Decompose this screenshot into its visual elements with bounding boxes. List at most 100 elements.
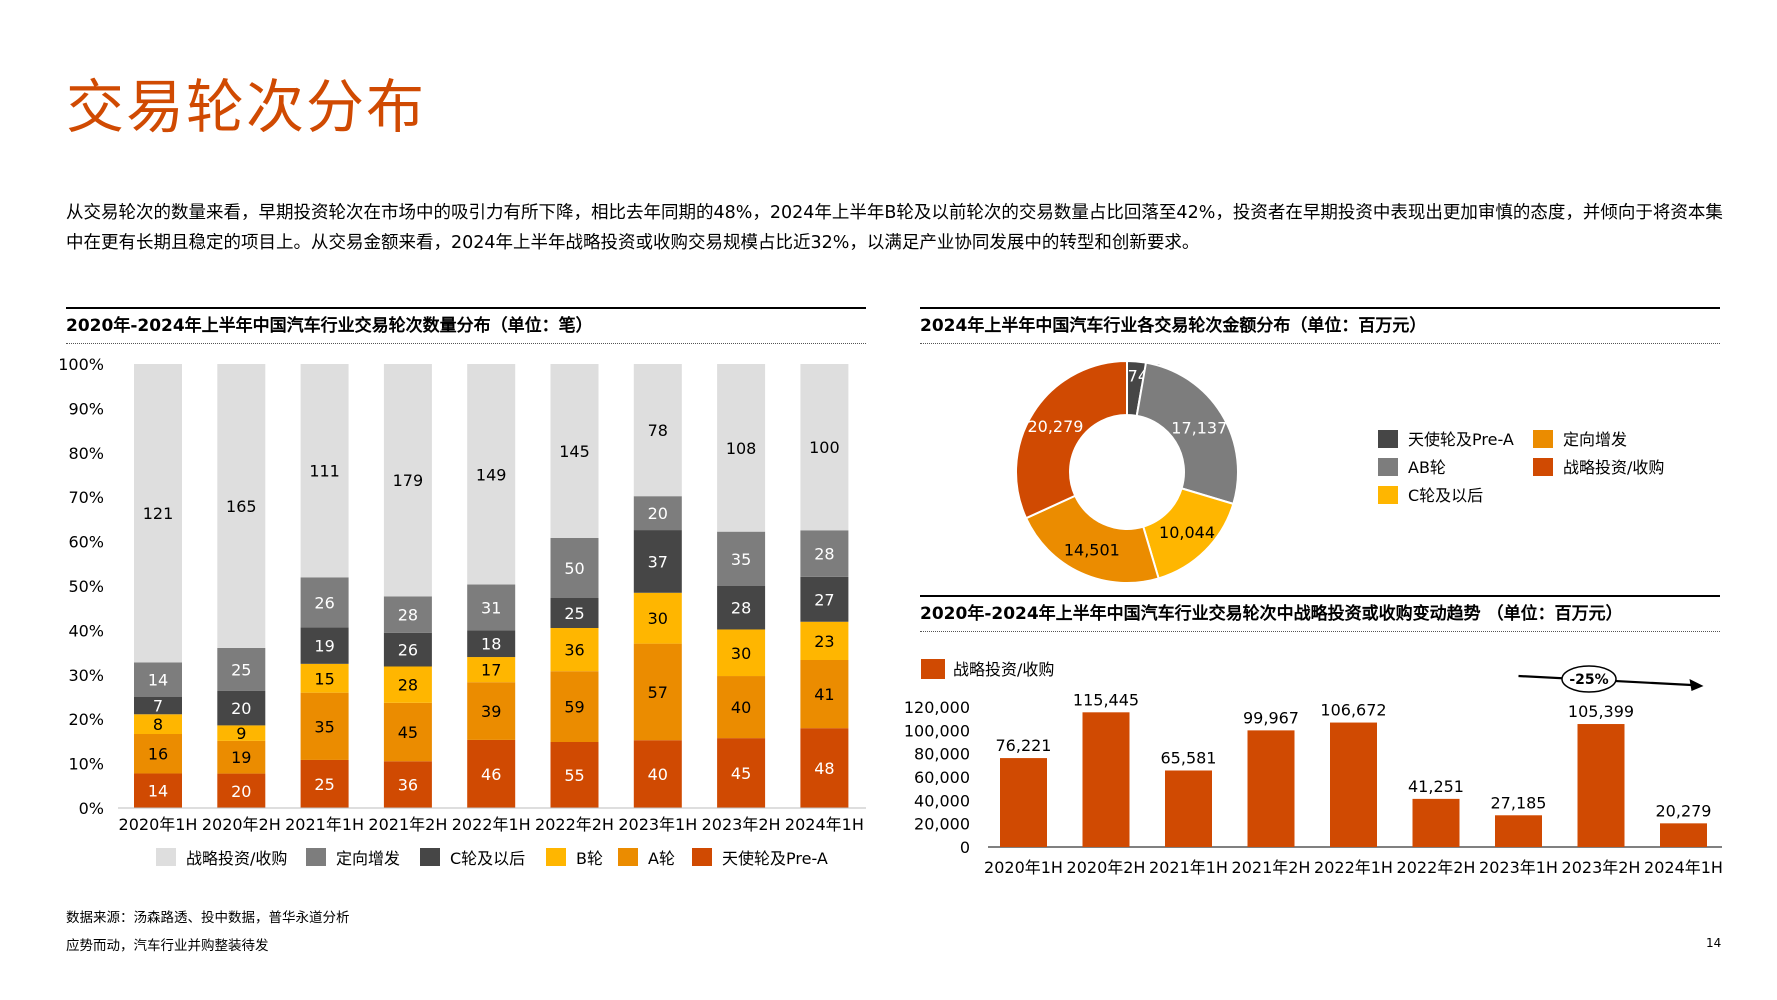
y-tick-label: 90%	[68, 399, 104, 418]
segment-value-label: 55	[564, 766, 584, 785]
segment-value-label: 39	[481, 702, 501, 721]
stacked-bar-segment	[383, 364, 432, 597]
stacked-bar-segment	[467, 630, 516, 658]
stacked-bar-segment	[633, 496, 682, 531]
x-tick-label: 2022年1H	[452, 815, 531, 834]
stacked-bar-segment	[134, 364, 182, 663]
segment-value-label: 19	[231, 748, 251, 767]
stacked-bar-segment	[717, 629, 766, 677]
legend-swatch	[156, 848, 176, 866]
x-tick-label: 2022年2H	[1397, 858, 1476, 877]
legend-item: C轮及以后	[420, 848, 525, 868]
trend-bar	[1412, 798, 1460, 847]
stacked-bar-segment	[217, 740, 266, 774]
trend-bar	[1330, 722, 1377, 847]
stacked-bar-segment	[300, 577, 349, 628]
segment-value-label: 100	[809, 438, 840, 457]
stacked-bar-segment	[383, 632, 432, 667]
x-tick-label: 2024年1H	[785, 815, 864, 834]
stacked-bar-segment	[134, 734, 182, 774]
y-tick-label: 20,000	[914, 815, 970, 834]
segment-value-label: 25	[314, 775, 334, 794]
change-badge	[1561, 665, 1617, 693]
legend-item: 战略投资/收购	[1533, 458, 1664, 477]
segment-value-label: 7	[153, 697, 163, 716]
legend-swatch	[1378, 458, 1398, 476]
x-tick-label: 2022年1H	[1314, 858, 1393, 877]
stacked-bar-segment	[717, 676, 766, 739]
stacked-bar-segment	[633, 530, 682, 593]
y-tick-label: 0%	[79, 799, 104, 818]
stacked-bar-segment	[134, 714, 182, 734]
x-tick-label: 2021年2H	[1232, 858, 1311, 877]
trend-bar	[1577, 724, 1625, 847]
legend-label: C轮及以后	[1408, 486, 1483, 505]
y-tick-label: 10%	[68, 755, 104, 774]
bar-value-label: 115,445	[1073, 690, 1139, 709]
legend-swatch	[921, 659, 945, 679]
legend-swatch	[618, 848, 638, 866]
legend-swatch	[1533, 430, 1553, 448]
stacked-bar-segment	[633, 364, 682, 497]
legend-item: A轮	[618, 848, 675, 868]
x-tick-label: 2024年1H	[1644, 858, 1723, 877]
legend-swatch	[1533, 458, 1553, 476]
stacked-bar-segment	[300, 627, 349, 664]
y-tick-label: 60%	[68, 533, 104, 552]
segment-value-label: 28	[814, 545, 834, 564]
segment-value-label: 36	[398, 776, 418, 795]
segment-value-label: 41	[814, 685, 834, 704]
segment-value-label: 15	[314, 669, 334, 688]
y-tick-label: 120,000	[904, 698, 970, 717]
legend-label: 天使轮及Pre-A	[1408, 430, 1514, 449]
segment-value-label: 46	[481, 765, 501, 784]
stacked-bar-segment	[383, 761, 432, 808]
segment-value-label: 14	[148, 671, 168, 690]
segment-value-label: 165	[226, 497, 257, 516]
stacked-bar-segment	[717, 531, 766, 586]
segment-value-label: 31	[481, 598, 501, 617]
legend-item: 天使轮及Pre-A	[692, 848, 828, 868]
stacked-bar-segment	[134, 662, 182, 697]
segment-value-label: 9	[236, 724, 246, 743]
stacked-bar-segment	[550, 671, 599, 742]
stacked-bar-segment	[717, 738, 766, 808]
segment-value-label: 36	[564, 641, 584, 660]
legend-label: A轮	[648, 849, 675, 868]
trend-bar	[1165, 770, 1212, 847]
segment-value-label: 14	[148, 782, 168, 801]
stacked-bar-segment	[800, 621, 849, 660]
stacked-bar-chart: 0% 10% 20% 30% 40% 50% 60% 70% 80% 90% 100% 14 16 87 1…	[58, 355, 866, 868]
bar-value-label: 20,279	[1656, 801, 1712, 820]
change-label: -25%	[1569, 672, 1608, 688]
legend-label: 天使轮及Pre-A	[722, 849, 828, 868]
trend-bar	[1660, 823, 1707, 847]
legend-item: 定向增发	[1533, 430, 1627, 449]
donut-slice	[1015, 359, 1128, 520]
bar-value-label: 41,251	[1408, 777, 1464, 796]
donut-slice	[1135, 361, 1239, 506]
legend-swatch	[1378, 430, 1398, 448]
stacked-bar-segment	[300, 364, 349, 578]
y-tick-label: 80%	[68, 444, 104, 463]
segment-value-label: 48	[814, 759, 834, 778]
data-source-note: 数据来源：汤森路透、投中数据，普华永道分析	[66, 910, 350, 926]
bar-value-label: 27,185	[1491, 793, 1547, 812]
y-tick-label: 80,000	[914, 745, 970, 764]
segment-value-label: 28	[398, 606, 418, 625]
trend-chart-title: 2020年-2024年上半年中国汽车行业交易轮次中战略投资或收购变动趋势 （单位…	[920, 595, 1720, 632]
segment-value-label: 26	[398, 641, 418, 660]
legend-swatch	[420, 848, 440, 866]
segment-value-label: 20	[231, 782, 251, 801]
stacked-bar-segment	[300, 692, 349, 760]
legend-swatch	[306, 848, 326, 866]
segment-value-label: 25	[231, 660, 251, 679]
x-tick-label: 2023年2H	[702, 815, 781, 834]
stacked-bar-segment	[550, 628, 599, 672]
stacked-bar-segment	[633, 592, 682, 644]
stacked-bar-segment	[800, 530, 849, 577]
segment-value-label: 45	[731, 764, 751, 783]
intro-paragraph: 从交易轮次的数量来看，早期投资轮次在市场中的吸引力有所下降，相比去年同期的48%…	[66, 203, 1723, 253]
legend-swatch	[546, 848, 566, 866]
